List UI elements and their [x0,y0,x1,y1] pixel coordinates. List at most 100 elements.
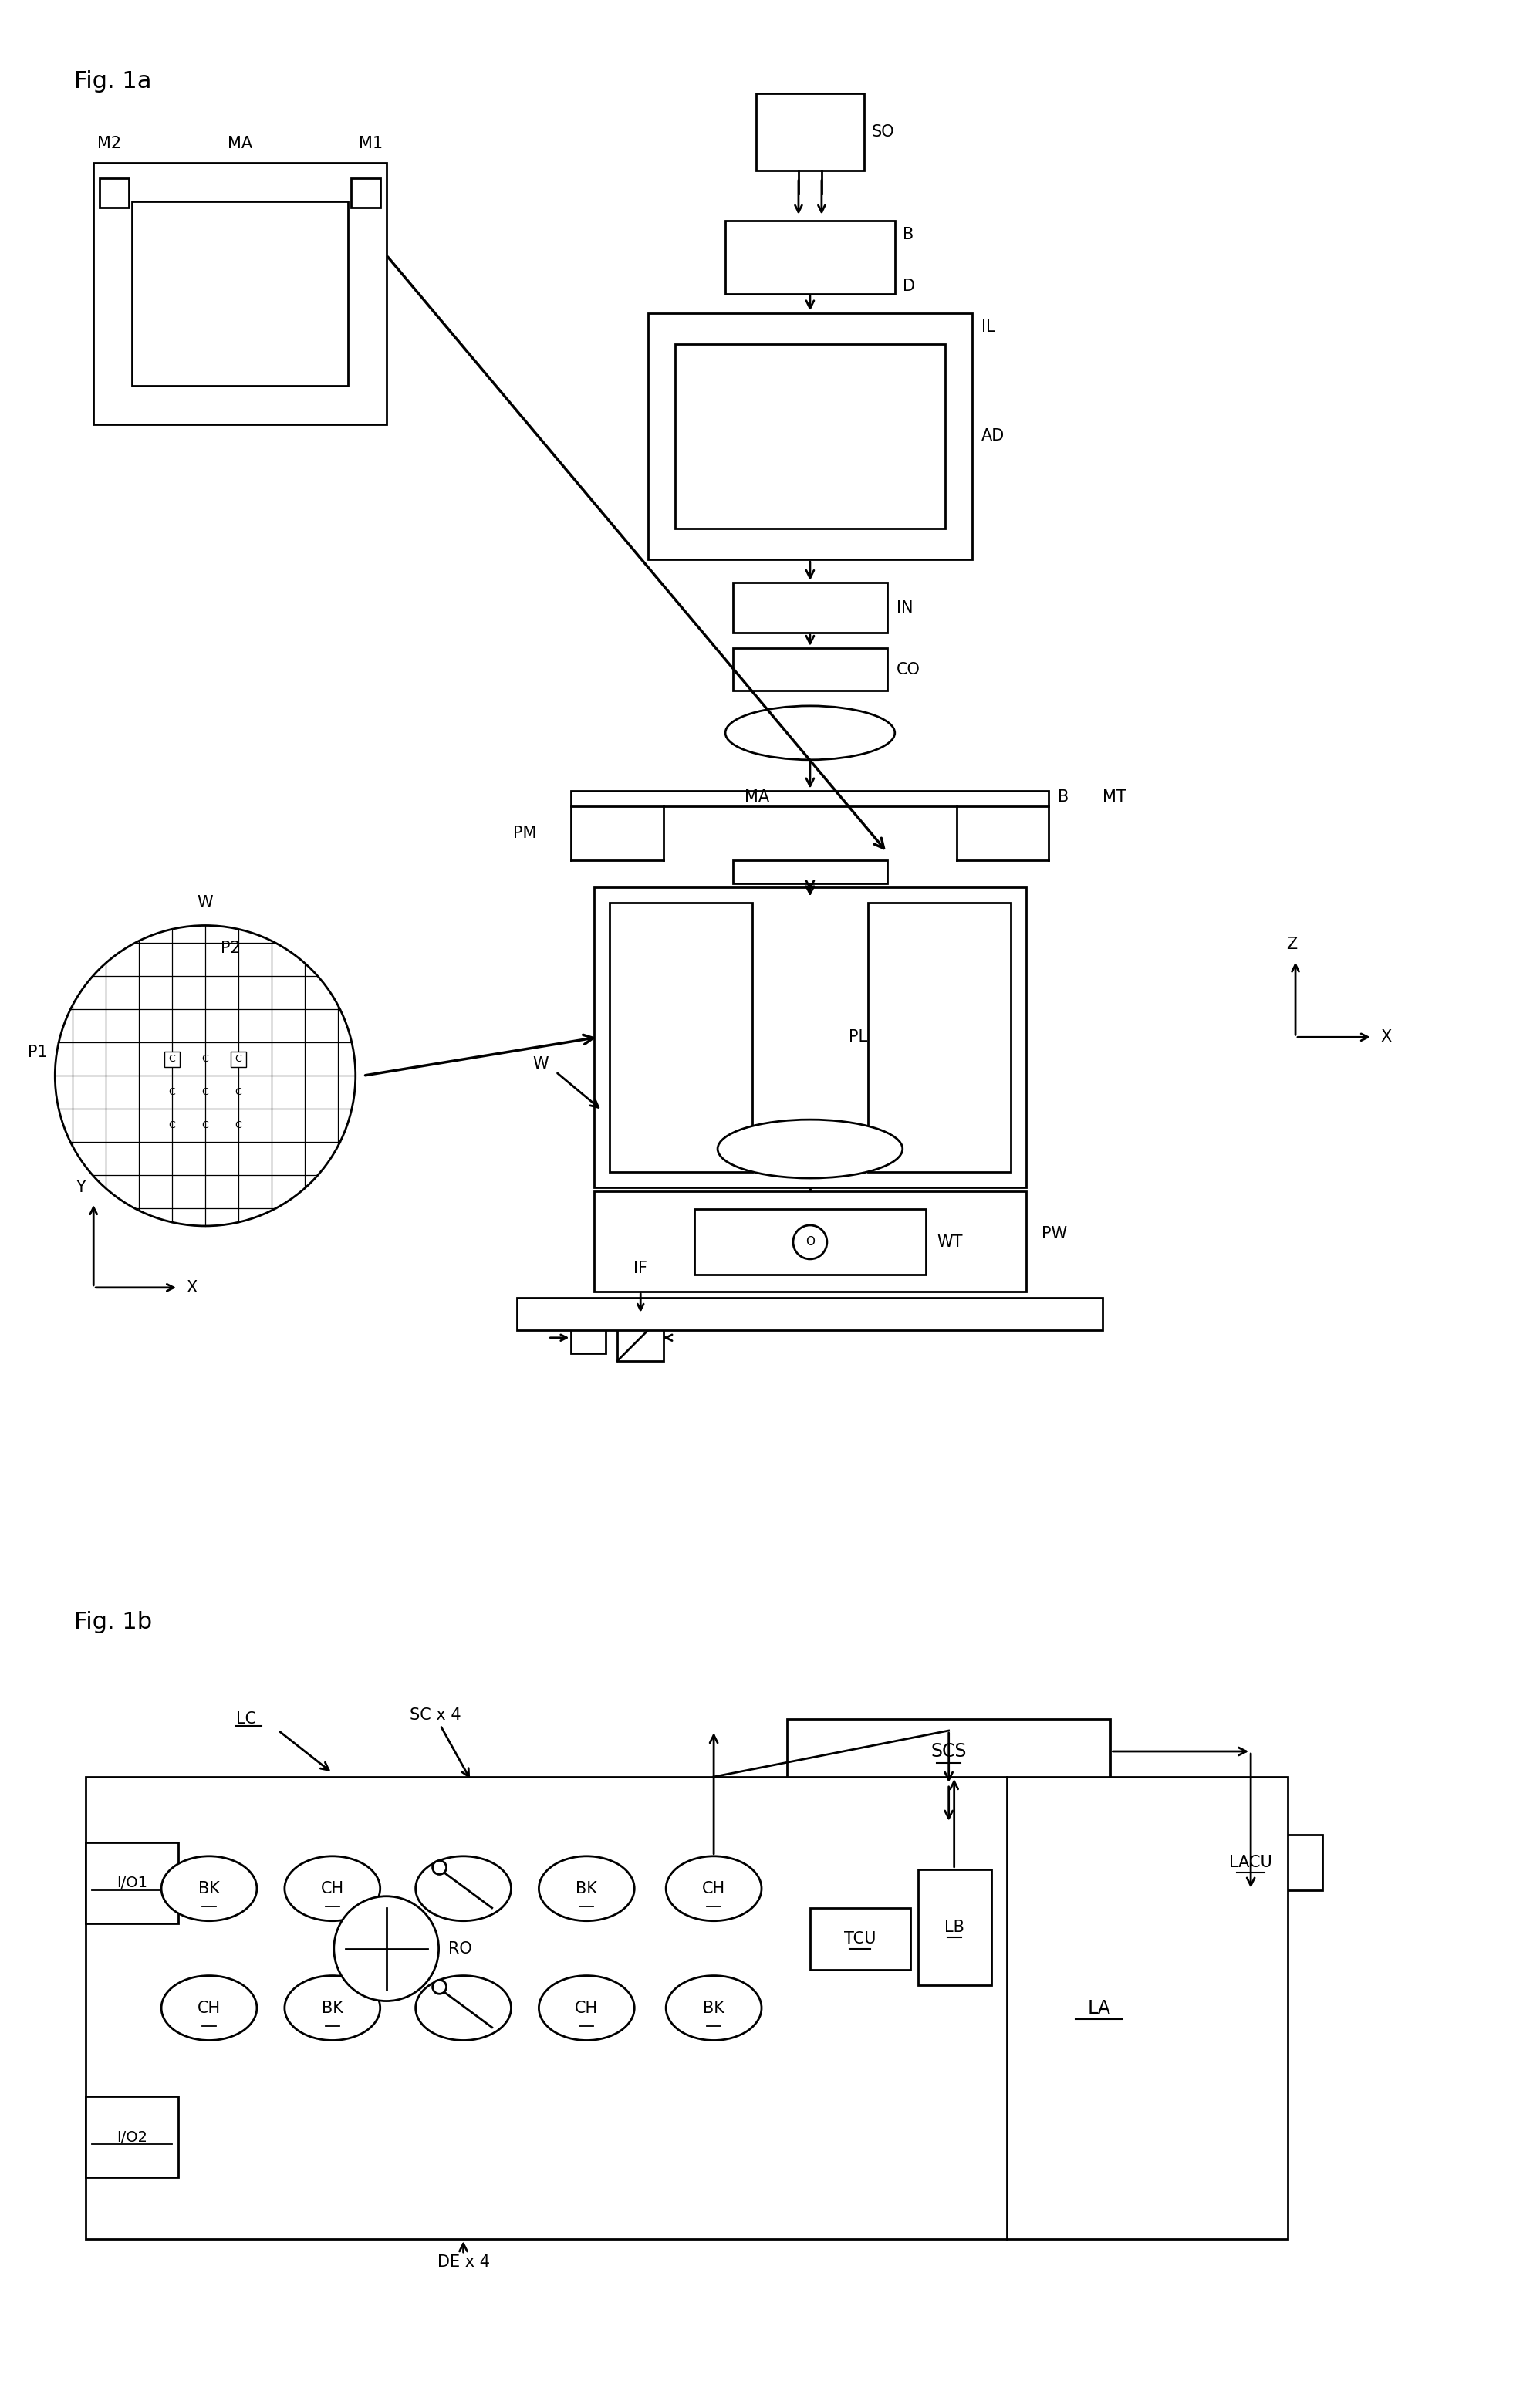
Bar [165,1052,180,1066]
Text: CH: CH [702,1882,725,1896]
Bar [517,1298,1103,1329]
Text: B: B [1058,789,1069,803]
Text: PL: PL [849,1031,867,1045]
Bar [675,344,946,528]
Text: C: C [236,1121,242,1131]
Text: TCU: TCU [844,1932,876,1946]
Text: PW: PW [1041,1227,1067,1241]
Text: O: O [805,1236,815,1248]
Bar [733,861,887,882]
Text: CO: CO [896,662,921,677]
Text: B: B [902,227,913,241]
Ellipse shape [416,1855,511,1920]
Text: CH: CH [197,2001,220,2016]
Text: Fig. 1a: Fig. 1a [74,69,152,93]
Bar [86,1843,179,1922]
Text: C: C [202,1121,208,1131]
Text: MA: MA [744,789,770,803]
Text: C: C [169,1088,176,1097]
Text: C: C [236,1088,242,1097]
Text: LA: LA [1087,1999,1110,2018]
Text: PM: PM [513,825,537,842]
Text: WT: WT [938,1234,962,1250]
Text: W: W [197,894,213,911]
Bar [618,1315,664,1360]
Text: CH: CH [574,2001,598,2016]
Text: DE x 4: DE x 4 [437,2255,490,2269]
Circle shape [793,1224,827,1260]
Bar [733,648,887,691]
Text: Y: Y [75,1179,86,1196]
Text: P1: P1 [28,1045,48,1059]
Ellipse shape [285,1975,380,2040]
Bar [725,220,895,294]
Ellipse shape [718,1119,902,1179]
Text: P2: P2 [220,940,240,956]
Text: D: D [902,277,915,294]
Ellipse shape [285,1855,380,1920]
Text: BK: BK [576,1882,598,1896]
Bar [351,177,380,208]
Ellipse shape [665,1975,761,2040]
Text: SCS: SCS [930,1743,967,1760]
Text: BK: BK [702,2001,724,2016]
Bar [86,2097,179,2178]
Bar [869,901,1010,1172]
Bar [787,1719,1110,1784]
Text: C: C [202,1054,208,1064]
Bar [1180,1834,1323,1889]
Ellipse shape [539,1975,634,2040]
Bar [733,583,887,634]
Text: X: X [186,1279,197,1296]
Text: LC: LC [236,1712,256,1726]
Bar [571,1322,605,1353]
Ellipse shape [416,1975,511,2040]
Text: I/O1: I/O1 [117,1877,148,1891]
Text: I/O2: I/O2 [117,2130,148,2145]
Text: W: W [533,1057,548,1071]
Text: C: C [202,1088,208,1097]
Text: Fig. 1b: Fig. 1b [74,1612,152,1633]
Text: SC x 4: SC x 4 [410,1707,460,1724]
Text: RO: RO [448,1941,471,1956]
Text: C: C [236,1054,242,1064]
Circle shape [55,925,356,1227]
Bar [695,1210,926,1274]
Text: IN: IN [896,600,913,617]
Text: SO: SO [872,124,895,139]
Bar [648,313,972,559]
Text: MA: MA [228,136,253,151]
Text: IL: IL [981,318,995,335]
Bar [94,163,387,426]
Text: M1: M1 [359,136,382,151]
Text: C: C [169,1054,176,1064]
Bar [86,1777,1287,2238]
Bar [918,1870,992,1985]
Ellipse shape [725,705,895,760]
Bar [756,93,864,170]
Text: CH: CH [320,1882,343,1896]
Circle shape [433,1860,447,1875]
Text: LB: LB [944,1920,964,1934]
Text: IF: IF [633,1260,647,1277]
Ellipse shape [162,1855,257,1920]
Text: MT: MT [1103,789,1127,803]
Bar [810,1908,910,1970]
Text: Z: Z [1286,937,1297,952]
Bar [100,177,129,208]
Text: BK: BK [322,2001,343,2016]
Bar [571,791,1049,806]
Text: M2: M2 [97,136,122,151]
Ellipse shape [539,1855,634,1920]
Text: LACU: LACU [1229,1855,1272,1870]
Circle shape [433,1980,447,1994]
Text: AD: AD [981,428,1004,445]
Bar [594,1191,1026,1291]
Text: C: C [169,1121,176,1131]
Bar [231,1052,246,1066]
Bar [132,201,348,385]
Text: X: X [1380,1031,1391,1045]
Bar [594,887,1026,1188]
Circle shape [334,1896,439,2001]
Bar [610,901,752,1172]
